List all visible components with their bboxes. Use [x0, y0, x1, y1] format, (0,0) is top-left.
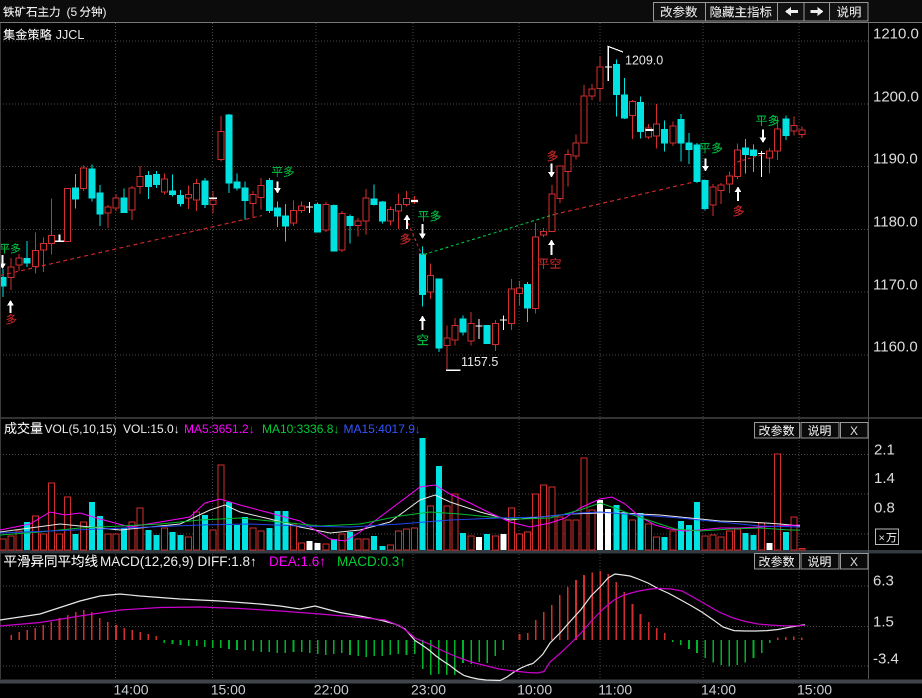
svg-text:MA10:3336.8↓: MA10:3336.8↓: [262, 422, 339, 436]
svg-text:X: X: [850, 555, 858, 569]
svg-text:15:00: 15:00: [211, 682, 246, 698]
svg-text:1160.0: 1160.0: [873, 339, 918, 356]
svg-text:6.3: 6.3: [873, 573, 894, 590]
svg-text:0.8: 0.8: [874, 500, 895, 517]
svg-text:MA5:3651.2↓: MA5:3651.2↓: [184, 422, 255, 436]
svg-text:11:00: 11:00: [598, 682, 632, 698]
svg-text:1.5: 1.5: [873, 614, 894, 631]
svg-text:(5: (5: [67, 5, 78, 19]
svg-text:1209.0: 1209.0: [625, 54, 663, 68]
svg-text:-3.4: -3.4: [873, 651, 899, 668]
svg-text:DEA:1.6↑: DEA:1.6↑: [269, 554, 326, 569]
svg-text:MACD:0.3↑: MACD:0.3↑: [337, 554, 406, 569]
svg-text:×: ×: [879, 533, 885, 545]
svg-text:2.1: 2.1: [874, 442, 895, 459]
svg-text:1180.0: 1180.0: [873, 214, 918, 231]
svg-text:): ): [103, 5, 107, 19]
svg-text:VOL(5,10,15): VOL(5,10,15): [45, 422, 117, 436]
svg-text:22:00: 22:00: [314, 682, 349, 698]
svg-text:10:00: 10:00: [517, 682, 552, 698]
svg-text:JJCL: JJCL: [56, 28, 85, 42]
svg-text:VOL:15.0↓: VOL:15.0↓: [123, 422, 180, 436]
svg-text:1210.0: 1210.0: [873, 26, 919, 43]
svg-text:DIFF:1.8↑: DIFF:1.8↑: [198, 554, 257, 569]
svg-text:14:00: 14:00: [114, 682, 149, 698]
svg-text:14:00: 14:00: [701, 682, 736, 698]
svg-text:15:00: 15:00: [797, 682, 832, 698]
svg-text:1.4: 1.4: [874, 470, 895, 487]
svg-text:X: X: [850, 424, 858, 438]
svg-text:1170.0: 1170.0: [873, 277, 918, 294]
svg-text:MACD(12,26,9): MACD(12,26,9): [100, 554, 194, 569]
svg-text:1190.0: 1190.0: [873, 151, 918, 168]
svg-text:23:00: 23:00: [411, 682, 446, 698]
svg-text:1200.0: 1200.0: [873, 89, 919, 106]
svg-text:1157.5: 1157.5: [461, 355, 498, 369]
svg-text:MA15:4017.9↓: MA15:4017.9↓: [344, 422, 421, 436]
